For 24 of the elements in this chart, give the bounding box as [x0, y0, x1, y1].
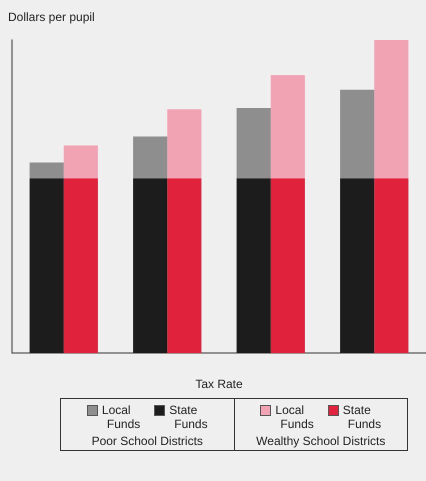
- legend-label: Local Funds: [274, 403, 314, 431]
- legend-label: State Funds: [168, 403, 208, 431]
- y-axis-title: Dollars per pupil: [8, 10, 95, 24]
- bar: [64, 178, 98, 354]
- bar: [167, 178, 202, 354]
- bar: [64, 146, 98, 178]
- legend-label: State Funds: [342, 403, 382, 431]
- x-axis-title: Tax Rate: [195, 377, 243, 392]
- bar: [133, 136, 168, 178]
- bar: [270, 178, 305, 354]
- bar: [374, 178, 408, 354]
- bar: [374, 40, 408, 178]
- bar: [30, 178, 64, 354]
- bar: [236, 108, 271, 178]
- bar: [340, 90, 374, 178]
- bar: [236, 178, 271, 354]
- text: Wealthy School Districts: [256, 434, 386, 448]
- legend-label: Local Funds: [100, 403, 140, 431]
- text: Poor School Districts: [92, 434, 203, 448]
- bar: [340, 178, 374, 354]
- bar: [133, 178, 168, 354]
- bar: [30, 162, 64, 178]
- bar: [167, 109, 202, 178]
- bar: [270, 75, 305, 178]
